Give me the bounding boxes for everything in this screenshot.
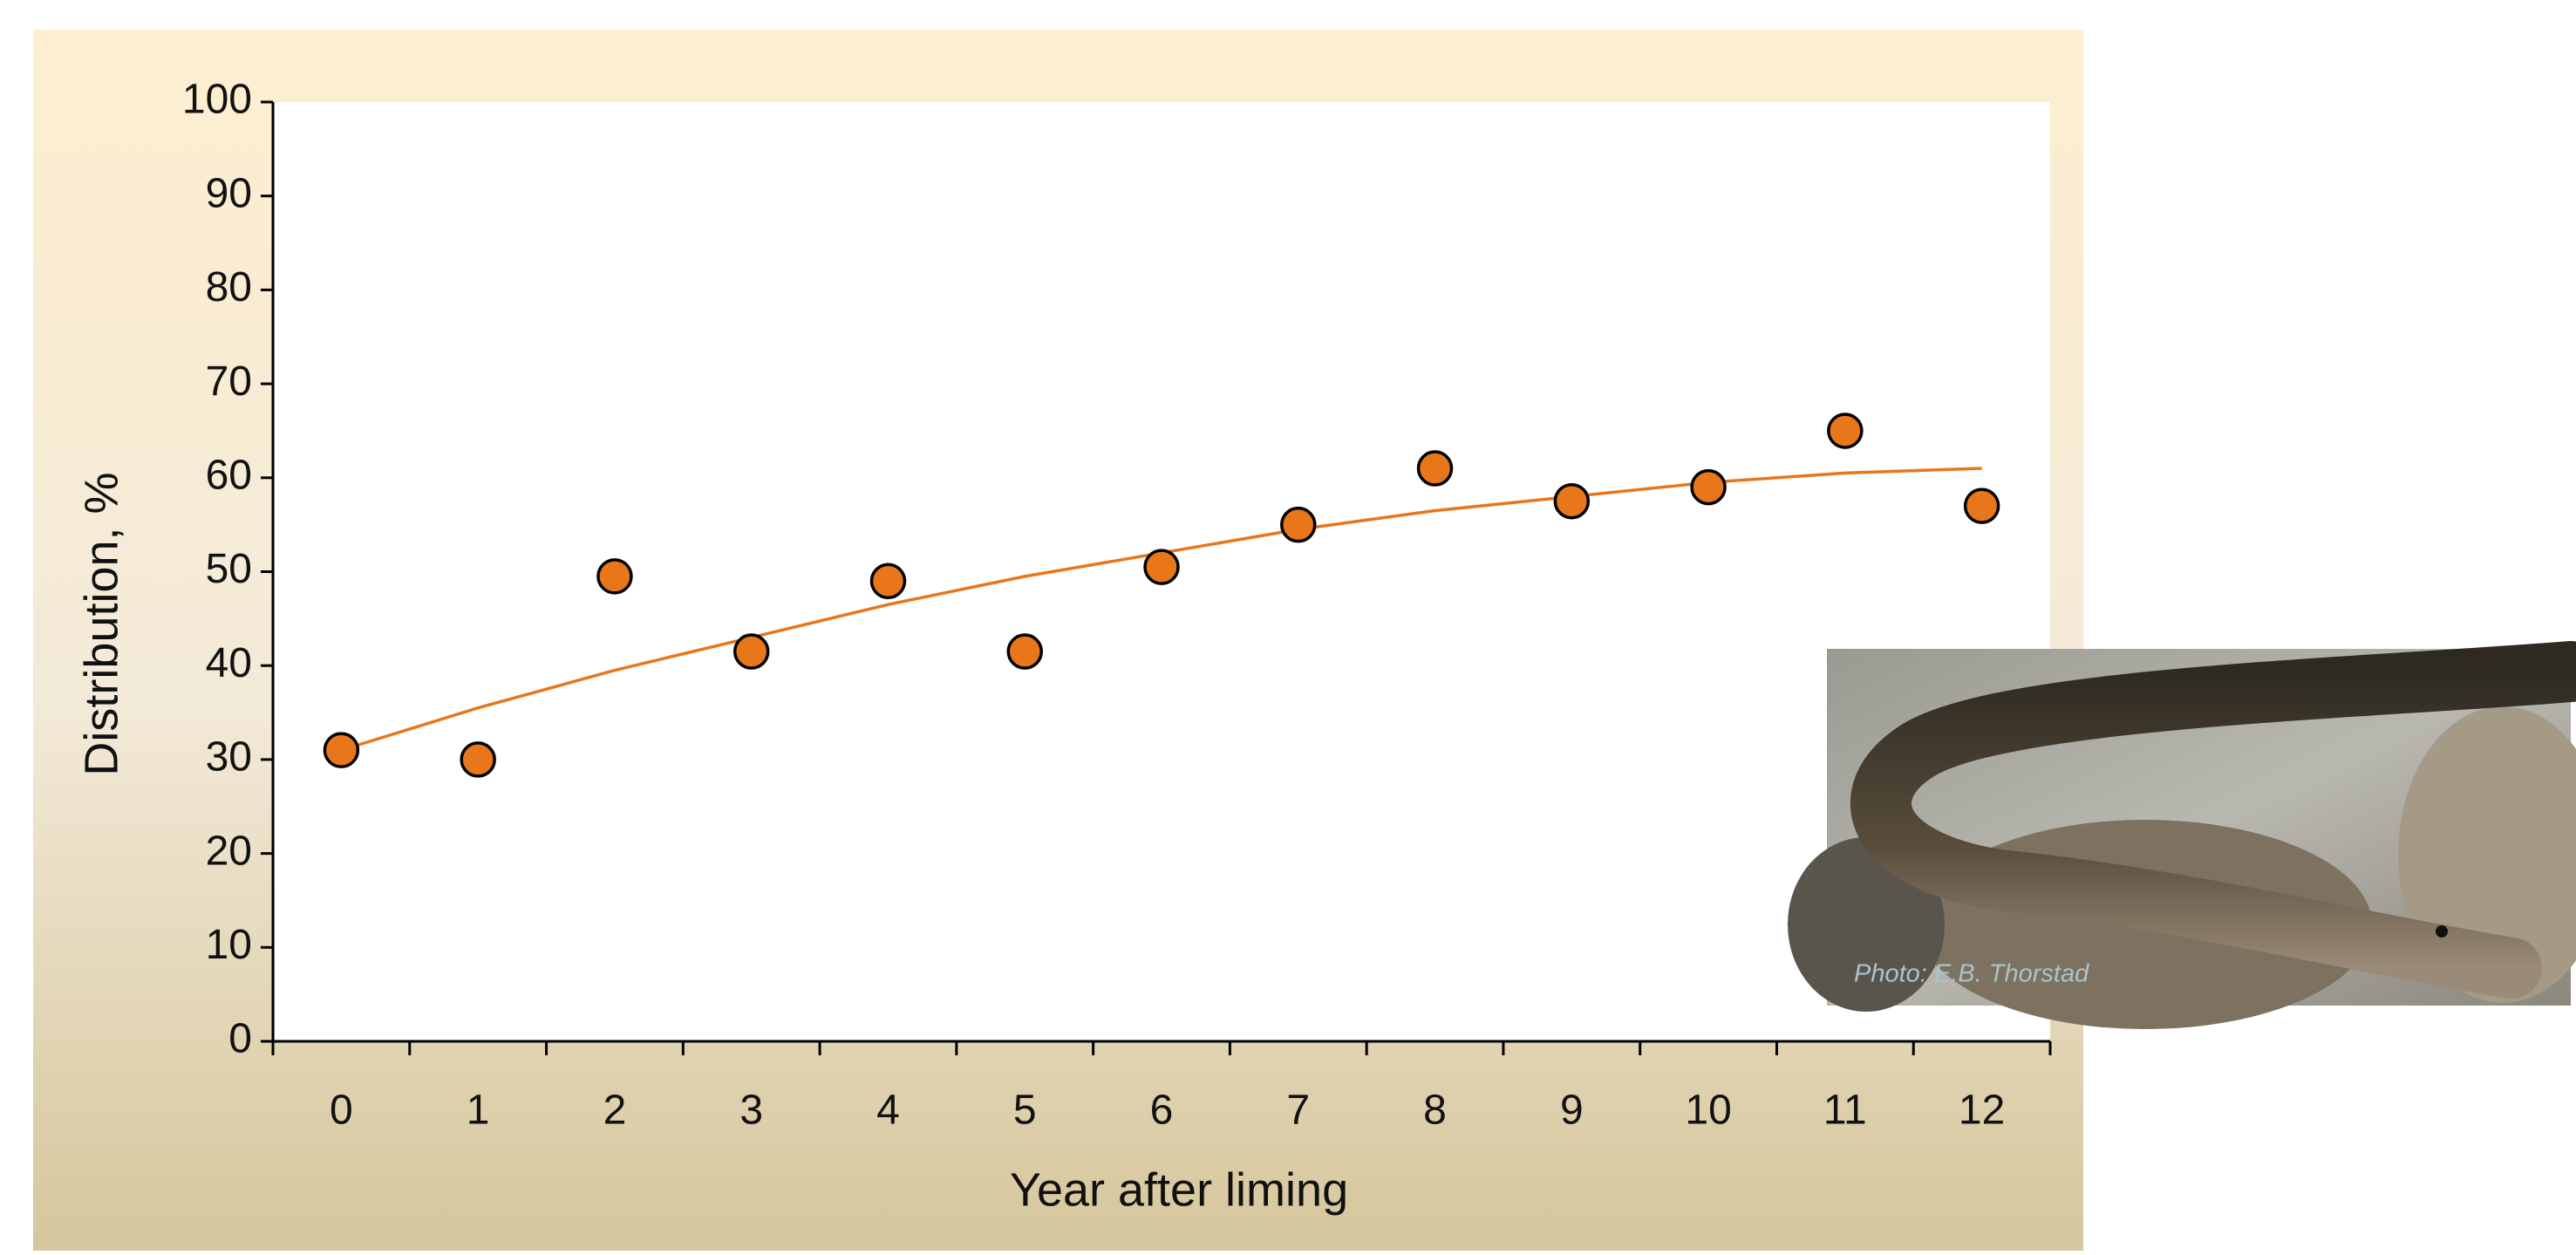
x-tick-label: 11 xyxy=(1823,1088,1867,1134)
data-point xyxy=(1145,550,1178,583)
x-tick-label: 9 xyxy=(1560,1088,1584,1134)
y-tick-label: 50 xyxy=(206,546,252,592)
data-point xyxy=(324,733,358,767)
y-tick-label: 0 xyxy=(228,1016,252,1062)
y-tick-label: 100 xyxy=(182,77,252,123)
data-point xyxy=(461,743,494,776)
data-point xyxy=(1008,635,1041,668)
data-point xyxy=(1419,452,1452,485)
data-point xyxy=(871,564,904,597)
y-tick-label: 40 xyxy=(206,640,252,686)
x-tick-label: 1 xyxy=(467,1088,490,1134)
eel-eye xyxy=(2436,925,2448,938)
y-tick-label: 30 xyxy=(206,734,252,781)
data-point xyxy=(1692,471,1725,504)
x-tick-label: 7 xyxy=(1286,1088,1310,1134)
y-tick-label: 70 xyxy=(206,358,252,405)
y-tick-label: 90 xyxy=(206,170,252,216)
x-tick-label: 0 xyxy=(330,1088,353,1134)
data-point xyxy=(735,635,768,668)
y-axis-title: Distribution, % xyxy=(75,472,127,775)
data-point xyxy=(1829,414,1862,447)
photo: Photo: E.B. Thorstad xyxy=(1788,649,2576,1029)
slide: 01020304050607080901000123456789101112Ye… xyxy=(0,0,2576,1251)
x-axis-title: Year after liming xyxy=(1010,1163,1348,1216)
x-tick-label: 10 xyxy=(1685,1088,1731,1134)
x-tick-label: 5 xyxy=(1013,1088,1037,1134)
x-tick-label: 8 xyxy=(1423,1088,1447,1134)
photo-caption: Photo: E.B. Thorstad xyxy=(1854,960,2089,988)
data-point xyxy=(1282,508,1315,542)
y-tick-label: 60 xyxy=(206,452,252,498)
data-point xyxy=(1966,489,1999,522)
y-tick-label: 80 xyxy=(206,264,252,310)
y-tick-label: 10 xyxy=(206,922,252,968)
x-tick-label: 3 xyxy=(739,1088,763,1134)
x-tick-label: 2 xyxy=(603,1088,627,1134)
x-tick-label: 12 xyxy=(1959,1088,2005,1134)
y-tick-label: 20 xyxy=(206,828,252,874)
x-tick-label: 6 xyxy=(1150,1088,1174,1134)
data-point xyxy=(1555,485,1588,518)
x-tick-label: 4 xyxy=(876,1088,900,1134)
page: {"chart_data": {"type": "scatter", "x_la… xyxy=(0,0,2576,1251)
data-point xyxy=(598,560,631,593)
